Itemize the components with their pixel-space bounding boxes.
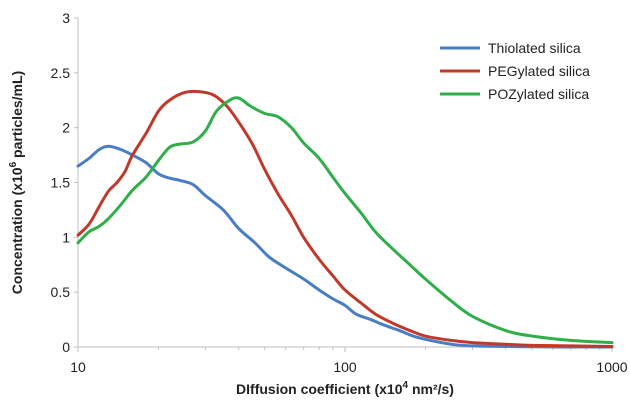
y-tick-label: 2	[62, 120, 70, 136]
x-tick-labels: 10 100 1000	[70, 347, 628, 375]
series-line-2	[76, 89, 614, 348]
y-axis-label-prefix: Concentration (x10	[9, 167, 25, 294]
y-tick-label: 1	[62, 229, 70, 245]
y-tick-label: 0	[62, 339, 70, 355]
legend-label-3: POZylated silica	[488, 86, 589, 102]
legend: Thiolated silica PEGylated silica POZylate…	[440, 40, 590, 102]
y-axis-label: Concentration (x106 particles/mL)	[8, 71, 25, 294]
series-line-3	[76, 96, 614, 345]
series-line-1	[76, 144, 614, 349]
x-tick-label: 1000	[596, 359, 627, 375]
x-tick-label: 10	[70, 359, 86, 375]
legend-label-2: PEGylated silica	[488, 63, 590, 79]
legend-label-1: Thiolated silica	[488, 40, 581, 56]
y-tick-labels: 0 0.5 1 1.5 2 2.5 3	[51, 10, 78, 355]
y-tick-label: 2.5	[51, 65, 71, 81]
series-lines	[76, 89, 614, 349]
y-axis-label-superscript: 6	[8, 161, 19, 167]
x-axis-label-suffix: nm²/s)	[408, 381, 454, 397]
y-tick-label: 1.5	[51, 175, 71, 191]
x-tick-label: 100	[333, 359, 357, 375]
x-axis-label: DIffusion coefficient (x104 nm²/s)	[236, 380, 454, 397]
y-tick-label: 0.5	[51, 284, 71, 300]
y-tick-label: 3	[62, 10, 70, 26]
y-axis-label-suffix: particles/mL)	[9, 71, 25, 162]
x-axis-label-superscript: 4	[403, 380, 409, 391]
x-axis-label-prefix: DIffusion coefficient (x10	[236, 381, 403, 397]
